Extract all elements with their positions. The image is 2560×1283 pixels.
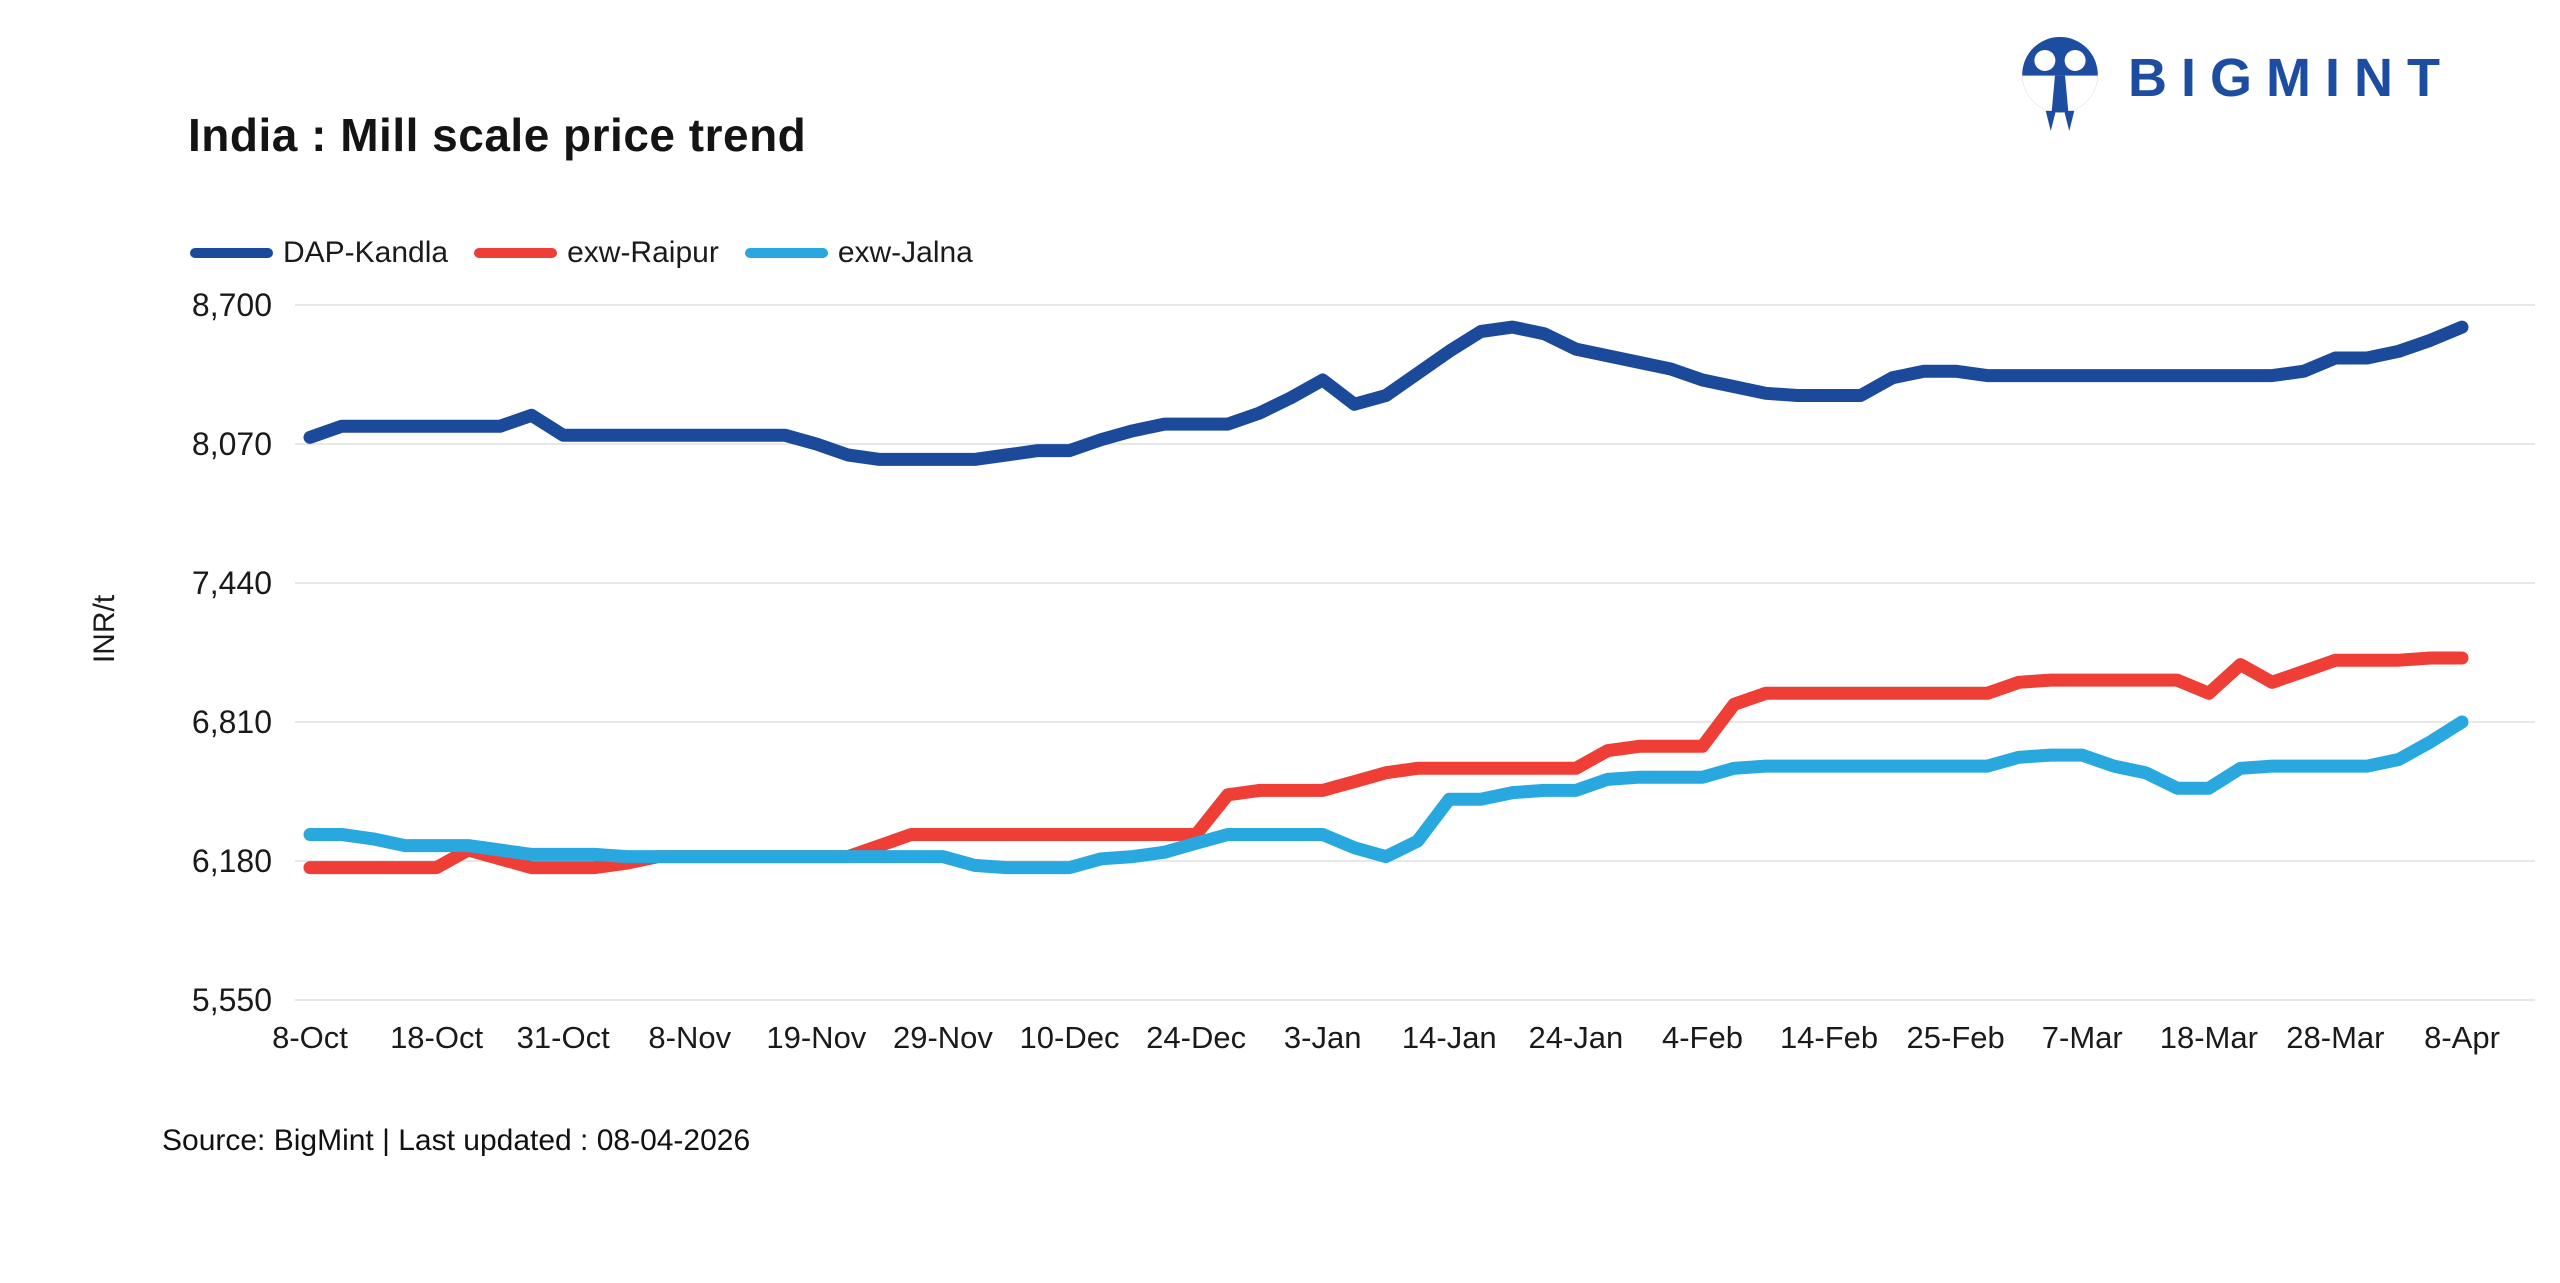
x-tick-label: 14-Feb [1780, 1020, 1878, 1055]
legend-item-label: exw-Jalna [837, 236, 973, 269]
brand-logo: BIGMINT [2018, 36, 2454, 132]
y-tick-label: 5,550 [192, 982, 272, 1018]
legend-swatch [474, 248, 558, 258]
x-tick-label: 28-Mar [2286, 1020, 2384, 1055]
x-tick-label: 24-Jan [1528, 1020, 1623, 1055]
x-tick-label: 18-Mar [2160, 1020, 2258, 1055]
x-tick-label: 18-Oct [390, 1020, 483, 1055]
y-tick-label: 6,180 [192, 843, 272, 879]
x-tick-label: 8-Apr [2424, 1020, 2500, 1055]
y-tick-label: 7,440 [192, 565, 272, 601]
legend-swatch [190, 248, 273, 258]
x-tick-label: 10-Dec [1020, 1020, 1120, 1055]
bigmint-logo-icon [2022, 36, 2098, 132]
x-tick-label: 8-Nov [648, 1020, 731, 1055]
y-tick-label: 8,700 [192, 287, 272, 323]
brand-wordmark: BIGMINT [2128, 48, 2454, 108]
series-line-exw-jalna [303, 715, 2469, 875]
source-text: Source: BigMint | Last updated : 08-04-2… [162, 1124, 751, 1157]
x-tick-label: 25-Feb [1907, 1020, 2005, 1055]
legend-item-label: DAP-Kandla [283, 236, 449, 269]
x-tick-label: 24-Dec [1146, 1020, 1246, 1055]
x-tick-label: 14-Jan [1402, 1020, 1497, 1055]
legend-item-label: exw-Raipur [567, 236, 719, 269]
page-title: India : Mill scale price trend [188, 109, 807, 161]
legend-item-exw-raipur[interactable]: exw-Raipur [474, 236, 719, 270]
x-tick-label: 19-Nov [766, 1020, 866, 1055]
series-line-dap-kandla [303, 320, 2469, 466]
x-tick-label: 3-Jan [1284, 1020, 1362, 1055]
chart-legend: DAP-Kandla exw-Raipur exw-Jalna [190, 236, 973, 270]
x-tick-label: 31-Oct [517, 1020, 610, 1055]
x-tick-label: 4-Feb [1662, 1020, 1743, 1055]
legend-item-dap-kandla[interactable]: DAP-Kandla [190, 236, 448, 270]
y-axis-title: INR/t [88, 594, 121, 664]
y-tick-label: 6,810 [192, 704, 272, 740]
legend-swatch [744, 248, 828, 258]
x-tick-label: 8-Oct [272, 1020, 348, 1055]
series-line-exw-raipur [303, 651, 2469, 875]
x-tick-label: 29-Nov [893, 1020, 993, 1055]
x-tick-label: 7-Mar [2042, 1020, 2123, 1055]
legend-item-exw-jalna[interactable]: exw-Jalna [744, 236, 973, 270]
y-tick-label: 8,070 [192, 426, 272, 462]
